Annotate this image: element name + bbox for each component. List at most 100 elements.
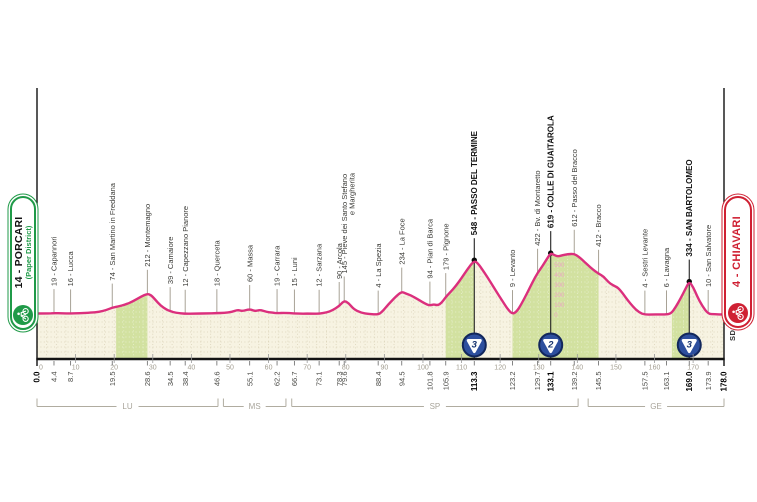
- scale-tick-label: 140: [571, 365, 583, 372]
- scale-tick-label: 110: [456, 365, 467, 372]
- waypoint-label: 10 - San Salvatore: [704, 225, 713, 287]
- category-badge: 2: [538, 332, 564, 358]
- waypoint-label: 74 - San Martino in Freddana: [108, 182, 117, 280]
- km-label: 169.0: [685, 371, 694, 392]
- waypoint-label: 16 - Lucca: [66, 251, 75, 287]
- km-label: 101.8: [426, 372, 435, 391]
- waypoint-label: 19 - Capannori: [50, 236, 59, 286]
- start-town-subtitle: (Paper District): [23, 225, 33, 280]
- waypoint-label: 90 - Arcola: [335, 242, 344, 279]
- province-label: SP: [430, 402, 441, 411]
- km-label: 94.5: [397, 372, 406, 387]
- waypoint-label: 60 - Massa: [245, 244, 254, 282]
- category-badge: 3: [676, 332, 702, 358]
- km-label: 46.6: [212, 372, 221, 387]
- km-label: 8.7: [66, 372, 75, 382]
- waypoint-label: 422 - Bv. di Montaretto: [533, 170, 542, 245]
- km-label: 19.5: [108, 372, 117, 387]
- waypoint-label: 619 - COLLE DI GUAITAROLA: [546, 115, 555, 228]
- scale-tick-label: 60: [265, 365, 273, 372]
- waypoint-label: 94 - Pian di Barca: [426, 218, 435, 278]
- km-label: 78.3: [335, 372, 344, 387]
- km-label: 73.1: [315, 372, 324, 387]
- scale-tick-label: 90: [380, 365, 388, 372]
- waypoint-label: 212 - Montemagno: [143, 204, 152, 267]
- waypoint-label-line2: e Margherita: [347, 172, 356, 215]
- waypoint-label: 18 - Querceta: [212, 240, 221, 287]
- km-label: 145.5: [594, 372, 603, 391]
- elevation-scale-label: 0: [554, 313, 558, 319]
- scale-tick-label: 150: [610, 365, 622, 372]
- km-label: 28.6: [143, 372, 152, 387]
- waypoint-label: 145 - Pieve dei Santo Stefano: [340, 174, 349, 274]
- km-label: 66.7: [290, 372, 299, 387]
- start-town-badge: 14 - PORCARI (Paper District): [10, 196, 36, 330]
- km-label: 113.3: [470, 371, 479, 391]
- waypoint-label: 9 - Levanto: [508, 250, 517, 288]
- km-label: 88.4: [374, 372, 383, 387]
- elevation-scale-label: 500: [554, 263, 565, 269]
- category-number: 3: [472, 340, 478, 351]
- category-badge-triangle: [681, 339, 697, 353]
- waypoint-label: 412 - Bracco: [594, 204, 603, 247]
- province-label: MS: [249, 402, 261, 411]
- km-label: 129.7: [533, 372, 542, 391]
- category-badge: 3: [461, 332, 487, 358]
- cyclist-start-icon: [13, 305, 33, 325]
- km-label: 163.1: [662, 372, 671, 391]
- waypoint-label: 12 - Sarzana: [315, 243, 324, 287]
- finish-town-name: 4 - CHIAVARI: [731, 215, 744, 288]
- km-label: 79.6: [340, 372, 349, 387]
- elevation-profile-line: [35, 252, 726, 316]
- scale-tick-label: 120: [494, 365, 506, 372]
- scale-tick-label: 130: [533, 365, 545, 372]
- category-number: 2: [547, 340, 554, 351]
- finish-town-badge: 4 - CHIAVARI: [724, 196, 752, 328]
- waypoint-label: 179 - Pignone: [441, 223, 450, 270]
- km-label: 38.4: [181, 372, 190, 387]
- waypoint-label: 234 - La Foce: [397, 218, 406, 264]
- km-label: 4.4: [50, 372, 59, 382]
- elevation-scale-label: 400: [554, 273, 565, 279]
- elevation-scale-label: 300: [554, 283, 565, 289]
- waypoint-label: 19 - Carrara: [273, 245, 282, 286]
- km-label: 105.9: [441, 372, 450, 391]
- cyclist-finish-icon: [728, 303, 748, 323]
- scale-tick-label: 30: [149, 365, 157, 372]
- scale-tick-label: 70: [303, 365, 311, 372]
- km-label: 123.2: [508, 372, 517, 391]
- scale-tick-label: 40: [187, 365, 195, 372]
- km-label: 133.1: [546, 371, 555, 392]
- waypoint-label: 15 - Luni: [290, 257, 299, 287]
- km-label: 34.5: [166, 372, 175, 387]
- scale-tick-label: 20: [110, 365, 118, 372]
- waypoint-label: 612 - Passo del Bracco: [570, 149, 579, 227]
- category-badge-triangle: [543, 339, 559, 353]
- km-label: 0.0: [33, 371, 42, 383]
- province-label: GE: [650, 402, 662, 411]
- waypoint-label: 4 - Sestri Levante: [640, 229, 649, 288]
- waypoint-label: 548 - PASSO DEL TERMINE: [470, 130, 479, 235]
- start-town-name: 14 - PORCARI: [12, 216, 25, 289]
- waypoint-label: 334 - SAN BARTOLOMEO: [685, 159, 694, 256]
- scale-tick-label: 10: [72, 365, 80, 372]
- province-label: LU: [122, 402, 132, 411]
- elevation-scale-label: 100: [554, 303, 565, 309]
- km-label: 157.5: [640, 372, 649, 391]
- km-label: 173.9: [704, 372, 713, 391]
- elevation-scale-label: 200: [554, 293, 565, 299]
- category-number: 3: [687, 340, 693, 351]
- scale-tick-label: 0: [39, 365, 43, 372]
- waypoint-label: 6 - Lavagna: [662, 247, 671, 287]
- km-label: 55.1: [245, 372, 254, 387]
- km-label: 178.0: [720, 371, 729, 392]
- scale-tick-label: 80: [342, 365, 350, 372]
- waypoint-label: 39 - Camaiore: [166, 237, 175, 285]
- waypoint-label: 4 - La Spezia: [374, 243, 383, 288]
- sds-watermark: SDS: [728, 324, 737, 341]
- scale-tick-label: 170: [687, 365, 699, 372]
- km-label: 139.2: [570, 372, 579, 391]
- scale-tick-label: 160: [649, 365, 661, 372]
